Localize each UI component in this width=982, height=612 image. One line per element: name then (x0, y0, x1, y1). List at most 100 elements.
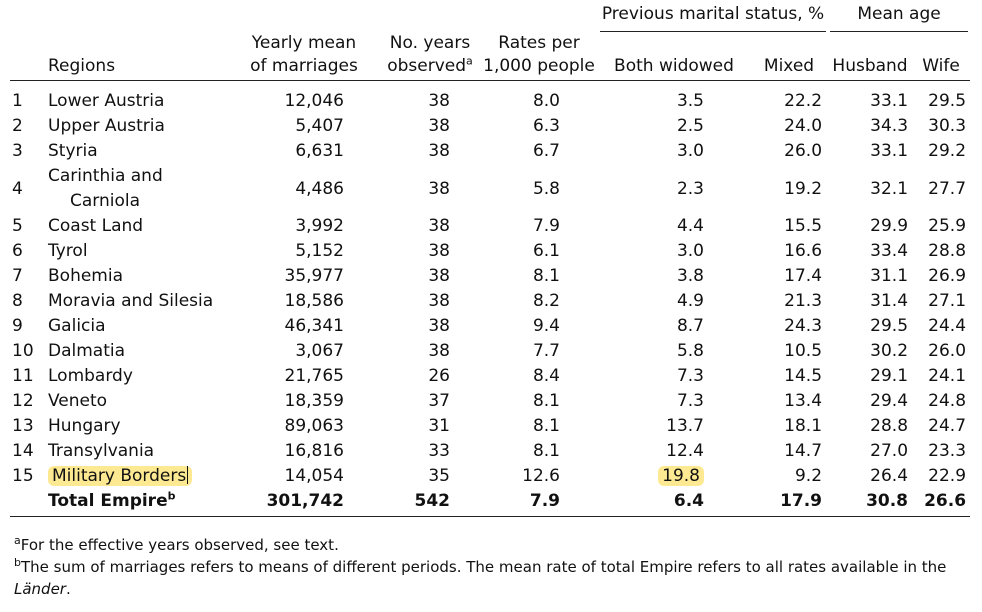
both-widowed-cell: 3.8 (676, 266, 704, 286)
both-widowed-cell: 3.0 (676, 241, 704, 261)
footnote-b: bThe sum of marriages refers to means of… (14, 556, 947, 598)
rate-cell: 12.6 (522, 466, 560, 486)
yearly-mean-cell: 16,816 (284, 441, 344, 461)
both-widowed-cell: 3.0 (676, 141, 704, 161)
region-name: Tyrol (48, 241, 88, 261)
years-observed-cell: 38 (428, 266, 450, 286)
region-name: Bohemia (48, 266, 123, 286)
wife-age-cell: 28.8 (928, 241, 967, 261)
header-yearly-mean: Yearly mean of marriages (250, 33, 358, 76)
region-name: Transylvania (48, 441, 155, 461)
region-name: Hungary (48, 416, 121, 436)
wife-age-cell: 29.5 (912, 80, 971, 114)
row-number: 10 (12, 341, 34, 361)
total-row: Total Empireb 301,742 542 7.9 6.4 17.9 30.8 26.… (10, 489, 971, 517)
both-widowed-cell: 19.8 (598, 464, 750, 489)
region-name: Military Borders (44, 464, 228, 489)
mixed-cell: 16.6 (784, 241, 823, 261)
region-name: Dalmatia (48, 341, 126, 361)
header-both-widowed: Both widowed (614, 56, 734, 76)
row-number: 12 (12, 391, 34, 411)
years-observed-cell: 31 (428, 416, 450, 436)
husband-age-cell: 32.1 (870, 178, 909, 199)
husband-age-cell: 34.3 (870, 116, 909, 136)
region-name: Coast Land (48, 216, 144, 236)
wife-age-cell: 27.7 (928, 178, 967, 199)
footnote-a: aFor the effective years observed, see t… (14, 534, 339, 554)
table-row: 14 Transylvania 16,816 33 8.1 12.4 14.7 27.0 23.… (10, 439, 970, 464)
table-row: 8 Moravia and Silesia 18,586 38 8.2 4.9 21.3 31… (10, 289, 970, 314)
mixed-cell: 24.3 (784, 316, 823, 336)
husband-age-cell: 29.4 (870, 391, 909, 411)
table-row: 13 Hungary 89,063 31 8.1 13.7 18.1 28.8 24.7 (10, 414, 970, 439)
both-widowed-cell: 4.9 (676, 291, 704, 311)
header-group-mean-age: Mean age (828, 0, 970, 32)
both-widowed-cell: 7.3 (676, 391, 704, 411)
years-observed-cell: 38 (428, 116, 450, 136)
table-row: 15 Military Borders 14,054 35 12.6 19.8 9.2 26.… (10, 464, 970, 489)
table-row: 4 Carinthia and Carniola 4,486 38 5.8 2.3 19.2 3… (10, 164, 970, 214)
table-row: 3 Styria 6,631 38 6.7 3.0 26.0 33.1 29.2 (10, 139, 970, 164)
wife-age-cell: 24.7 (928, 416, 967, 436)
table-row: 6 Tyrol 5,152 38 6.1 3.0 16.6 33.4 28.8 (10, 239, 970, 264)
yearly-mean-cell: 21,765 (284, 366, 344, 386)
highlighted-value: 19.8 (658, 466, 704, 486)
both-widowed-cell: 7.3 (676, 366, 704, 386)
row-number (10, 489, 44, 517)
region-name: Moravia and Silesia (48, 291, 214, 311)
husband-age-cell: 27.0 (870, 441, 909, 461)
mixed-cell: 18.1 (784, 416, 823, 436)
rate-cell: 6.7 (532, 141, 560, 161)
row-number: 9 (12, 316, 23, 336)
years-observed-cell: 38 (428, 291, 450, 311)
years-observed-cell: 38 (428, 141, 450, 161)
yearly-mean-cell: 35,977 (284, 266, 344, 286)
rate-cell: 8.2 (532, 291, 560, 311)
header-group-marital-status: Previous marital status, % (598, 0, 828, 32)
mixed-cell: 9.2 (794, 466, 823, 486)
years-observed-cell: 38 (428, 316, 450, 336)
wife-age-cell: 23.3 (928, 441, 967, 461)
both-widowed-cell: 5.8 (676, 341, 704, 361)
table-row: 7 Bohemia 35,977 38 8.1 3.8 17.4 31.1 26.9 (10, 264, 970, 289)
husband-age-cell: 33.1 (870, 141, 909, 161)
region-name: Lower Austria (44, 80, 228, 114)
mixed-cell: 21.3 (784, 291, 823, 311)
wife-age-cell: 29.2 (928, 141, 967, 161)
row-number: 11 (12, 366, 34, 386)
mixed-cell: 15.5 (784, 216, 823, 236)
rate-cell: 8.1 (532, 416, 560, 436)
both-widowed-cell: 4.4 (676, 216, 704, 236)
yearly-mean-cell: 5,407 (295, 116, 344, 136)
row-number: 8 (12, 291, 23, 311)
table-row: 12 Veneto 18,359 37 8.1 7.3 13.4 29.4 24.8 (10, 389, 970, 414)
rate-cell: 8.0 (480, 80, 598, 114)
both-widowed-cell: 2.5 (676, 116, 704, 136)
husband-age-cell: 26.4 (870, 466, 909, 486)
both-widowed-cell: 8.7 (676, 316, 704, 336)
highlighted-region: Military Borders (48, 466, 193, 486)
row-number: 1 (10, 80, 44, 114)
wife-age-cell: 24.1 (928, 366, 967, 386)
husband-age-cell: 29.9 (870, 216, 909, 236)
rate-cell: 6.3 (532, 116, 560, 136)
table-row: 5 Coast Land 3,992 38 7.9 4.4 15.5 29.9 25.9 (10, 214, 970, 239)
both-widowed-cell: 13.7 (666, 416, 704, 436)
yearly-mean-cell: 12,046 (228, 80, 380, 114)
marriage-statistics-table: Previous marital status, % Mean age Regi… (10, 0, 971, 517)
mixed-cell: 22.2 (750, 80, 829, 114)
years-observed-cell: 542 (380, 489, 480, 517)
row-number: 5 (12, 216, 23, 236)
rate-cell: 8.1 (532, 266, 560, 286)
both-widowed-cell: 3.5 (598, 80, 750, 114)
footnotes: aFor the effective years observed, see t… (14, 534, 964, 600)
row-number: 13 (12, 416, 34, 436)
both-widowed-cell: 6.4 (598, 489, 750, 517)
years-observed-cell: 38 (380, 80, 480, 114)
rate-cell: 7.9 (480, 489, 598, 517)
yearly-mean-cell: 301,742 (228, 489, 380, 517)
yearly-mean-cell: 46,341 (284, 316, 344, 336)
region-name: Veneto (48, 391, 108, 411)
row-number: 15 (12, 466, 34, 486)
rate-cell: 9.4 (532, 316, 560, 336)
